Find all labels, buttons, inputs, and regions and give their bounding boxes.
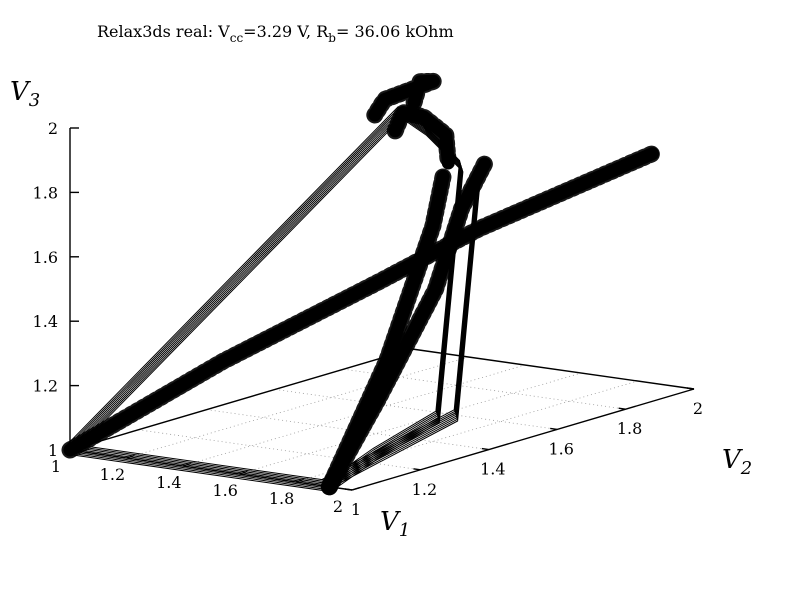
x-tick-label-3: 1.6: [212, 481, 237, 500]
x-tick-label-1: 1.2: [100, 465, 125, 484]
tick-labels: 11.21.41.61.821 1.2 1.4 1.6 1.8 2 11.21.41.61.…: [33, 119, 704, 519]
y-tick-label-1: 1.2: [412, 480, 437, 499]
y-tick-mark-2: [481, 447, 489, 451]
x-tick-label-4: 1.8: [269, 489, 294, 508]
z-tick-label-2: 1.4: [33, 312, 58, 331]
y-tick-mark-0: [344, 488, 353, 491]
trajectory-thin-0-3: [68, 110, 479, 486]
title-suffix: = 36.06 kOhm: [336, 22, 454, 41]
y-tick-label-3: 1.6: [548, 439, 573, 458]
z-tick-label-5: 2: [48, 119, 58, 138]
z-axis-label-name: V: [10, 77, 31, 107]
trajectory-thin-0-6: [69, 115, 481, 491]
x-tick-label-5: 2: [333, 497, 343, 516]
y-tick-mark-4: [618, 407, 626, 410]
z-axis-label-sub: 3: [29, 90, 40, 111]
floor-edge-far-y: [69, 348, 413, 451]
floor-edge-far-x: [351, 388, 695, 491]
y-axis-line: [411, 348, 695, 390]
title-mid: =3.29 V, R: [243, 22, 329, 41]
z-axis-label: V3: [10, 77, 40, 111]
x-axis-label-name: V: [380, 507, 401, 537]
z-tick-label-4: 1.8: [33, 183, 58, 202]
y-tick-label-4: 1.8: [617, 419, 642, 438]
trajectory-thin-0-7: [70, 117, 481, 493]
y-tick-mark-5: [686, 387, 695, 390]
trajectory-thin-0-5: [69, 114, 480, 489]
x-tick-mark-5: [351, 486, 361, 491]
title-vcc-sub: cc: [230, 31, 244, 45]
x-tick-label-0: 1: [51, 457, 61, 476]
title-rb-sub: b: [328, 31, 336, 45]
trajectory-thin-0-4: [68, 112, 480, 488]
x-tick-label-2: 1.4: [156, 473, 181, 492]
chart-title: Relax3ds real: Vcc=3.29 V, Rb= 36.06 kOh…: [97, 22, 454, 45]
z-tick-label-3: 1.6: [33, 248, 58, 267]
x-axis-label-sub: 1: [399, 520, 410, 541]
trajectory-band-fringe-5: [320, 167, 452, 496]
trajectory-band-fringe-2: [386, 104, 457, 172]
trajectories: [61, 72, 661, 496]
y-tick-mark-1: [413, 468, 421, 471]
trajectory-band-fringe-1: [366, 72, 442, 124]
y-tick-label-5: 2: [693, 399, 703, 418]
z-tick-label-1: 1.2: [33, 377, 58, 396]
z-tick-label-0: 1: [48, 441, 58, 460]
y-tick-label-0: 1: [351, 500, 361, 519]
grid-line-v1-3: [239, 372, 582, 475]
trajectory-band-fringe-3: [61, 145, 661, 459]
y-axis-label-sub: 2: [740, 458, 752, 479]
title-prefix: Relax3ds real: V: [97, 22, 230, 41]
y-tick-label-2: 1.4: [480, 460, 505, 479]
y-axis-label: V2: [722, 445, 752, 479]
y-axis-label-name: V: [722, 445, 743, 475]
x-axis-label: V1: [380, 507, 410, 541]
y-tick-mark-3: [550, 427, 558, 431]
